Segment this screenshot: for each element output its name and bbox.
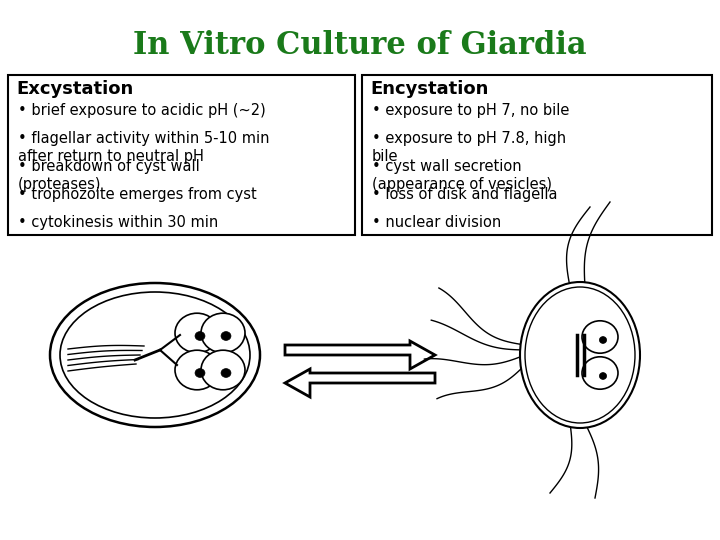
Ellipse shape (175, 313, 219, 353)
Text: • cyst wall secretion
(appearance of vesicles): • cyst wall secretion (appearance of ves… (372, 159, 552, 192)
Ellipse shape (599, 373, 606, 380)
Text: Encystation: Encystation (370, 80, 488, 98)
Ellipse shape (582, 357, 618, 389)
Text: • breakdown of cyst wall
(proteases): • breakdown of cyst wall (proteases) (18, 159, 199, 192)
Ellipse shape (520, 282, 640, 428)
Ellipse shape (60, 292, 250, 418)
Text: • exposure to pH 7.8, high
bile: • exposure to pH 7.8, high bile (372, 131, 566, 164)
Ellipse shape (582, 321, 618, 353)
Ellipse shape (221, 332, 231, 340)
Bar (362, 75, 712, 235)
Ellipse shape (175, 350, 219, 390)
Bar (8, 75, 355, 235)
Text: • brief exposure to acidic pH (~2): • brief exposure to acidic pH (~2) (18, 103, 266, 118)
Polygon shape (285, 369, 435, 397)
Text: • trophozoite emerges from cyst: • trophozoite emerges from cyst (18, 187, 257, 202)
Text: Excystation: Excystation (16, 80, 133, 98)
Ellipse shape (599, 336, 606, 343)
Ellipse shape (201, 313, 245, 353)
Text: • loss of disk and flagella: • loss of disk and flagella (372, 187, 557, 202)
Ellipse shape (195, 369, 205, 377)
Text: • exposure to pH 7, no bile: • exposure to pH 7, no bile (372, 103, 570, 118)
Ellipse shape (50, 283, 260, 427)
Text: • nuclear division: • nuclear division (372, 215, 501, 230)
Text: • cytokinesis within 30 min: • cytokinesis within 30 min (18, 215, 218, 230)
Ellipse shape (201, 350, 245, 390)
Ellipse shape (525, 287, 635, 423)
Text: • flagellar activity within 5-10 min
after return to neutral pH: • flagellar activity within 5-10 min aft… (18, 131, 269, 164)
Text: In Vitro Culture of Giardia: In Vitro Culture of Giardia (133, 30, 587, 61)
Polygon shape (285, 341, 435, 369)
Ellipse shape (221, 369, 231, 377)
Ellipse shape (195, 332, 205, 340)
